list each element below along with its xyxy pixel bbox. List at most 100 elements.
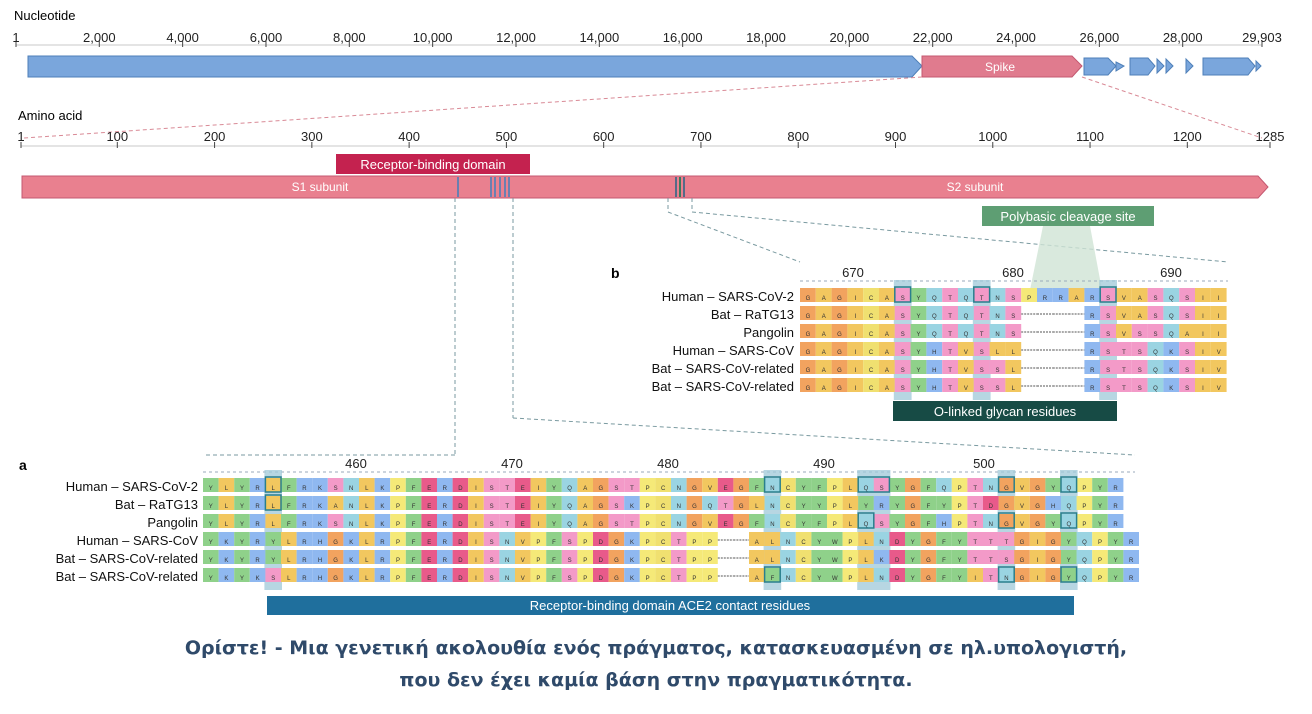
residue-cell <box>780 496 796 510</box>
residue-cell <box>1131 306 1148 320</box>
residue-cell <box>1061 496 1077 510</box>
residue-cell <box>1179 342 1195 356</box>
residue-cell <box>1014 550 1030 564</box>
residue-cell <box>234 532 250 546</box>
residue-cell <box>989 288 1006 302</box>
nucleotide-tick-label: 22,000 <box>913 30 953 45</box>
residue-letter: I <box>1037 558 1039 564</box>
residue-letter: P <box>396 540 400 546</box>
highlight-box <box>997 512 1015 529</box>
spike-bar <box>921 55 1083 78</box>
residue-cell <box>327 496 344 510</box>
residue-letter: Q <box>708 504 713 510</box>
species-label: Bat – SARS-CoV-related <box>652 361 794 376</box>
residue-letter: A <box>1185 332 1189 338</box>
residue-letter: Y <box>1067 576 1071 582</box>
residue-cell <box>1147 324 1164 338</box>
residue-letter: P <box>583 558 587 564</box>
residue-letter: K <box>349 576 353 582</box>
species-label: Bat – SARS-CoV-related <box>56 569 198 584</box>
residue-cell <box>910 288 927 302</box>
residue-letter: D <box>458 522 463 528</box>
residue-cell <box>827 532 843 546</box>
residue-cell <box>1107 532 1124 546</box>
residue-cell <box>296 550 313 564</box>
residue-letter: Y <box>916 314 920 320</box>
residue-cell <box>390 532 406 546</box>
residue-letter: P <box>708 576 712 582</box>
residue-letter: G <box>739 486 744 492</box>
nucleotide-axis: 1 2,000 4,000 6,000 8,000 10,000 12,000 14,000 1… <box>12 30 1282 47</box>
residue-cell <box>1131 288 1148 302</box>
residue-letter: I <box>854 350 856 356</box>
residue-letter: K <box>1169 350 1173 356</box>
residue-letter: L <box>225 522 229 528</box>
residue-cell <box>577 532 593 546</box>
residue-cell <box>359 496 375 510</box>
residue-cell <box>499 532 515 546</box>
residue-cell <box>593 550 609 564</box>
residue-letter: S <box>334 522 338 528</box>
residue-letter: I <box>475 540 477 546</box>
residue-letter: N <box>770 504 774 510</box>
residue-cell <box>1029 532 1046 546</box>
residue-cell <box>1116 306 1132 320</box>
residue-letter: P <box>1098 576 1102 582</box>
residue-letter: F <box>287 486 291 492</box>
residue-letter: K <box>318 504 322 510</box>
residue-letter: D <box>895 540 900 546</box>
residue-cell <box>889 496 905 510</box>
residue-cell <box>483 568 500 582</box>
residue-letter: I <box>1202 296 1204 302</box>
residue-letter: A <box>822 296 826 302</box>
residue-letter: L <box>225 504 229 510</box>
residue-letter: Y <box>916 386 920 392</box>
residue-cell <box>873 478 890 492</box>
residue-cell <box>1131 324 1148 338</box>
species-label: Human – SARS-CoV <box>673 343 795 358</box>
residue-cell <box>863 342 879 356</box>
residue-letter: R <box>1043 296 1048 302</box>
residue-cell <box>889 550 905 564</box>
residue-cell <box>1131 360 1148 374</box>
residue-cell <box>811 568 827 582</box>
residue-cell <box>608 568 625 582</box>
residue-letter: Q <box>567 504 572 510</box>
residue-cell <box>593 478 609 492</box>
residue-letter: S <box>614 522 618 528</box>
residue-cell <box>546 478 562 492</box>
residue-letter: I <box>1202 332 1204 338</box>
residue-letter: D <box>458 540 463 546</box>
residue-letter: D <box>895 576 900 582</box>
residue-letter: T <box>989 540 993 546</box>
residue-cell <box>577 514 593 528</box>
residue-letter: S <box>1138 332 1142 338</box>
residue-cell <box>281 532 297 546</box>
residue-cell <box>831 306 848 320</box>
residue-letter: G <box>806 314 811 320</box>
residue-letter: L <box>1012 350 1016 356</box>
nucleotide-tick-label: 12,000 <box>496 30 536 45</box>
residue-letter: Y <box>817 558 821 564</box>
residue-cell <box>218 568 235 582</box>
residue-cell <box>499 550 515 564</box>
residue-cell <box>967 514 983 528</box>
residue-cell <box>873 496 890 510</box>
residue-letter: S <box>901 350 905 356</box>
residue-cell <box>421 550 437 564</box>
residue-cell <box>764 514 781 528</box>
residue-letter: P <box>536 558 540 564</box>
amino-acid-tick-label: 400 <box>398 129 420 144</box>
residue-letter: S <box>1106 296 1110 302</box>
residue-cell <box>359 568 375 582</box>
amino-acid-tick-label: 1 <box>17 129 24 144</box>
amino-acid-tick-label: 800 <box>787 129 809 144</box>
residue-letter: N <box>349 486 353 492</box>
residue-letter: Y <box>895 504 899 510</box>
residue-letter: Q <box>1153 368 1158 374</box>
residue-letter: R <box>255 540 260 546</box>
residue-letter: P <box>692 558 696 564</box>
residue-letter: A <box>583 522 587 528</box>
residue-letter: N <box>770 486 774 492</box>
residue-letter: I <box>854 386 856 392</box>
